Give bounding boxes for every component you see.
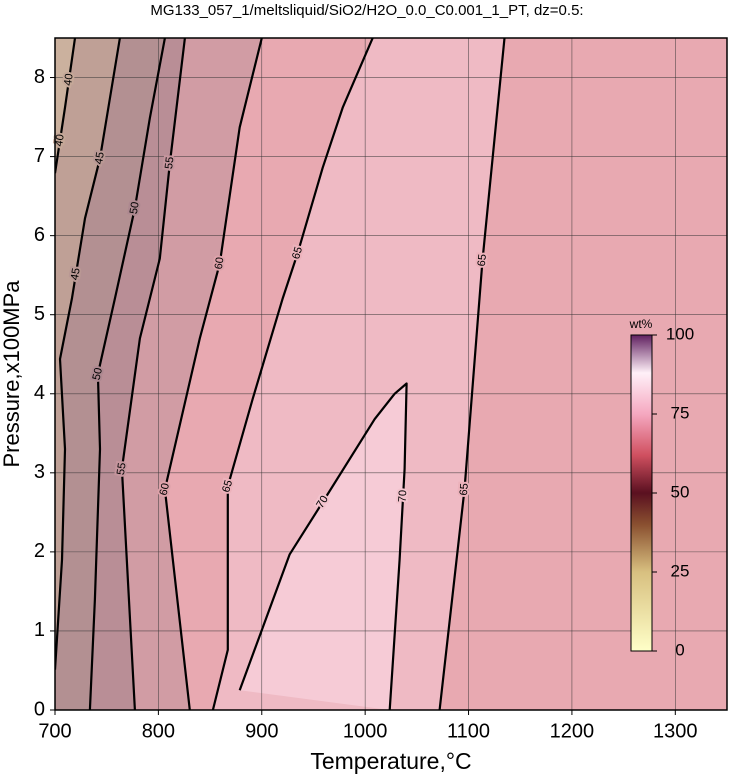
contour-label: 65 <box>290 245 305 260</box>
colorbar-tick-label: 0 <box>675 640 684 659</box>
contour-label: 70 <box>397 490 410 503</box>
contour-label: 60 <box>213 256 227 270</box>
colorbar-tick-label: 75 <box>671 403 690 422</box>
contour-line <box>211 38 374 710</box>
colorbar-tick-label: 50 <box>671 482 690 501</box>
colorbar-label: wt% <box>629 317 653 331</box>
band-fill <box>212 38 505 710</box>
contour-label: 50 <box>128 201 142 215</box>
contour-label: 65 <box>220 479 235 494</box>
x-tick-label: 1300 <box>653 720 698 742</box>
x-tick-label: 1100 <box>447 720 490 742</box>
colorbar-tick-label: 100 <box>666 324 694 343</box>
contour-line <box>55 38 121 670</box>
x-tick-label: 800 <box>142 720 175 742</box>
colorbar-tick-label: 25 <box>671 561 690 580</box>
y-tick-label: 4 <box>34 382 45 404</box>
contour-label: 60 <box>158 482 172 497</box>
y-tick-label: 6 <box>34 224 45 246</box>
x-tick-label: 700 <box>38 720 71 742</box>
x-tick-label: 1000 <box>343 720 388 742</box>
contour-line <box>238 382 408 710</box>
contour-label: 50 <box>91 367 105 382</box>
x-axis-label: Temperature,°C <box>310 748 471 774</box>
contour-line <box>55 38 77 174</box>
contour-label: 55 <box>163 156 176 170</box>
x-tick-label: 900 <box>245 720 278 742</box>
contour-line <box>438 38 506 710</box>
y-tick-label: 2 <box>34 540 45 562</box>
chart-title: MG133_057_1/meltsliquid/SiO2/H2O_0.0_C0.… <box>150 2 583 19</box>
contour-label: 40 <box>62 73 76 87</box>
contour-label: 65 <box>476 254 489 267</box>
x-tick-label: 1200 <box>550 720 595 742</box>
y-tick-label: 5 <box>34 303 45 325</box>
y-tick-label: 7 <box>34 145 45 167</box>
contour-line <box>120 38 186 710</box>
y-tick-label: 3 <box>34 461 45 483</box>
contour-line <box>88 38 166 710</box>
contour-label: 45 <box>69 267 83 281</box>
y-tick-label: 0 <box>34 698 45 720</box>
y-tick-label: 1 <box>34 619 45 641</box>
plot-frame <box>54 37 728 711</box>
y-tick-label: 8 <box>34 66 45 88</box>
plot-area <box>55 38 727 710</box>
contour-label: 65 <box>458 483 471 496</box>
y-axis-label: Pressure,x100MPa <box>0 280 24 468</box>
contour-label: 55 <box>115 462 129 476</box>
contour-label: 45 <box>93 151 107 165</box>
colorbar <box>630 334 653 652</box>
contour-line <box>163 38 263 710</box>
band-fill <box>55 38 120 670</box>
